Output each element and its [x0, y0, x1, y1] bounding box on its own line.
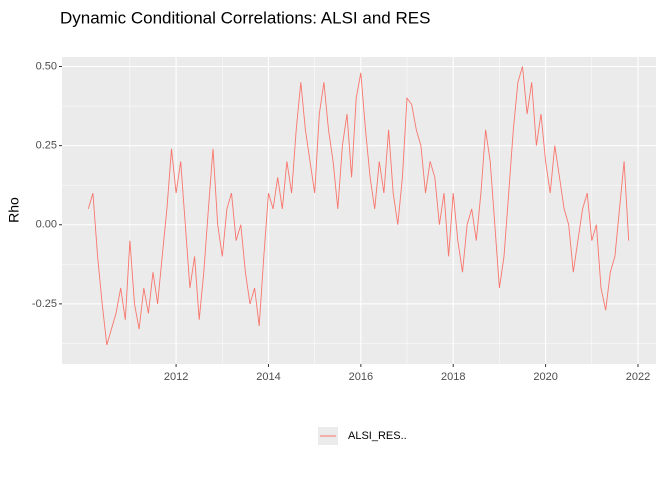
x-tick-label: 2020: [533, 371, 557, 383]
legend-label: ALSI_RES..: [348, 430, 407, 442]
panel: [62, 57, 656, 364]
y-tick-label: 0.00: [36, 219, 57, 231]
y-tick-label: 0.25: [36, 140, 57, 152]
data-line: [87, 66, 630, 346]
x-tick-label: 2018: [441, 371, 465, 383]
x-tick-label: 2016: [349, 371, 373, 383]
y-axis-label: Rho: [6, 197, 22, 223]
x-tick-label: 2022: [626, 371, 650, 383]
x-tick-label: 2014: [256, 371, 280, 383]
chart-title: Dynamic Conditional Correlations: ALSI a…: [60, 8, 430, 27]
y-tick-label: -0.25: [32, 298, 57, 310]
y-tick-label: 0.50: [36, 60, 57, 72]
x-tick-label: 2012: [164, 371, 188, 383]
